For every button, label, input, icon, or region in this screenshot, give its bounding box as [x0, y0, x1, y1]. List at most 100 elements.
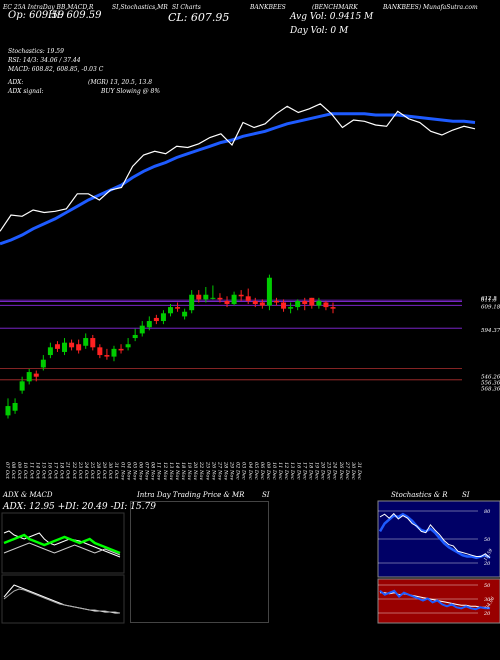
- candle-body: [266, 277, 272, 306]
- candle-body: [231, 294, 237, 305]
- date-label: 01 Nov: [119, 462, 125, 480]
- candle-body: [295, 300, 301, 308]
- date-label: 09 Oct: [16, 462, 22, 480]
- candle-body: [47, 347, 53, 356]
- adx-frame: [1, 512, 125, 574]
- date-label: 08 Nov: [150, 462, 156, 480]
- date-label: 13 Nov: [168, 462, 174, 480]
- date-label: 27 Dec: [344, 461, 350, 480]
- date-label: 17 Oct: [53, 462, 59, 480]
- date-label: 12 Dec: [283, 462, 289, 480]
- price-level-label: 594.37: [481, 328, 500, 334]
- candle-body: [224, 300, 230, 305]
- header-symbol: BANKBEES: [250, 4, 286, 11]
- date-label: 26 Nov: [210, 461, 216, 480]
- candle-body: [273, 300, 279, 303]
- candle-body: [12, 402, 18, 411]
- candle-body: [175, 307, 181, 309]
- date-label: 30 Oct: [107, 462, 113, 480]
- candle-body: [238, 294, 244, 297]
- date-label: 28 Oct: [95, 461, 101, 480]
- candle-body: [252, 300, 258, 305]
- candle-body: [281, 302, 287, 309]
- candle-body: [26, 372, 32, 382]
- date-label: 19 Nov: [186, 462, 192, 480]
- candle-body: [69, 342, 75, 348]
- date-label: 14 Oct: [34, 462, 40, 480]
- candle-body: [76, 344, 82, 351]
- stochastics-title: Stochastics & R: [391, 491, 448, 499]
- rsi-line: [379, 589, 490, 611]
- date-label: 11 Oct: [28, 462, 34, 480]
- date-label: 24 Dec: [332, 461, 338, 480]
- rsi-y-label: 50: [484, 583, 491, 589]
- close-price: CL: 607.95: [168, 11, 230, 24]
- stochastics-title-si: SI: [462, 491, 470, 499]
- date-label: 22 Nov: [198, 461, 204, 480]
- candle-body: [168, 307, 173, 314]
- candle-body: [132, 334, 138, 339]
- macd-frame: [1, 574, 125, 624]
- date-label: 05 Nov: [131, 462, 137, 480]
- adx-line: [3, 530, 121, 558]
- date-label: 04 Dec: [247, 462, 253, 480]
- candle-body: [288, 307, 294, 309]
- macd-signal-line: [3, 588, 121, 614]
- header-line-1: EC 25A IntraDay BB,MACD,R: [3, 4, 93, 11]
- candle-body: [19, 381, 25, 391]
- adx-values: ADX: 12.95 +DI: 20.49 -DI: 15.79: [3, 502, 156, 512]
- date-label: 19 Dec: [314, 462, 320, 480]
- header-site: BANKBEES) MunafaSutra.com: [383, 4, 478, 11]
- stoch-y-label: 80: [484, 509, 491, 515]
- candle-body: [139, 325, 145, 334]
- stochastics-value: Stochastics: 19.59: [8, 48, 64, 55]
- candle-body: [217, 297, 223, 300]
- candle-body: [245, 296, 251, 301]
- adx-signal-label: ADX signal:: [8, 88, 44, 95]
- date-label: 31 Dec: [356, 462, 362, 480]
- candle-body: [125, 344, 131, 348]
- date-label: 30 Dec: [350, 462, 356, 480]
- header-title-3: SI Charts: [172, 4, 201, 11]
- candle-body: [259, 302, 265, 306]
- price-level-label: 611.6: [481, 298, 497, 304]
- ema-line: [0, 112, 476, 246]
- date-label: 18 Dec: [307, 462, 313, 480]
- minus-di-line: [3, 542, 121, 556]
- rsi-y-label: 20: [483, 611, 491, 617]
- date-label: 25 Nov: [204, 461, 210, 480]
- date-label: 04 Nov: [125, 462, 131, 480]
- date-label: 05 Dec: [253, 462, 259, 480]
- price-line: [0, 103, 476, 232]
- date-label: 22 Oct: [71, 461, 77, 480]
- date-label: 14 Nov: [174, 462, 180, 480]
- candle-body: [111, 348, 117, 357]
- adx-label: ADX:: [8, 79, 24, 86]
- date-label: 29 Oct: [101, 461, 107, 480]
- intraday-title: Intra Day Trading Price & MR: [137, 491, 245, 499]
- avg-volume: Avg Vol: 0.9415 M: [290, 12, 374, 22]
- price-level-label: 556.36: [481, 380, 500, 386]
- stoch-y-label: 50: [484, 537, 491, 543]
- date-label: 03 Dec: [241, 462, 247, 480]
- plus-di-line: [3, 533, 121, 555]
- price-level-label: 568.36: [481, 386, 500, 392]
- buy-signal: BUY Slowing @ 8%: [101, 88, 161, 95]
- adx-macd-title: ADX & MACD: [3, 491, 53, 499]
- date-label: 23 Oct: [77, 461, 83, 480]
- candle-body: [5, 406, 11, 416]
- open-price: Op: 609.59: [8, 10, 65, 21]
- candle-body: [62, 342, 68, 352]
- header-benchmark: (BENCHMARK: [312, 4, 358, 11]
- candle-body: [54, 344, 60, 349]
- price-level-label: 609.18: [481, 304, 500, 310]
- intraday-title-si: SI: [262, 491, 270, 499]
- macd-value: MACD: 608.82, 608.85, -0.03 C: [8, 66, 104, 73]
- candle-body: [40, 359, 46, 368]
- adx-panel: [1, 512, 125, 574]
- candle-body: [83, 338, 89, 346]
- date-label: 15 Oct: [40, 462, 46, 480]
- date-label: 16 Oct: [46, 462, 52, 480]
- date-label: 11 Nov: [156, 462, 162, 480]
